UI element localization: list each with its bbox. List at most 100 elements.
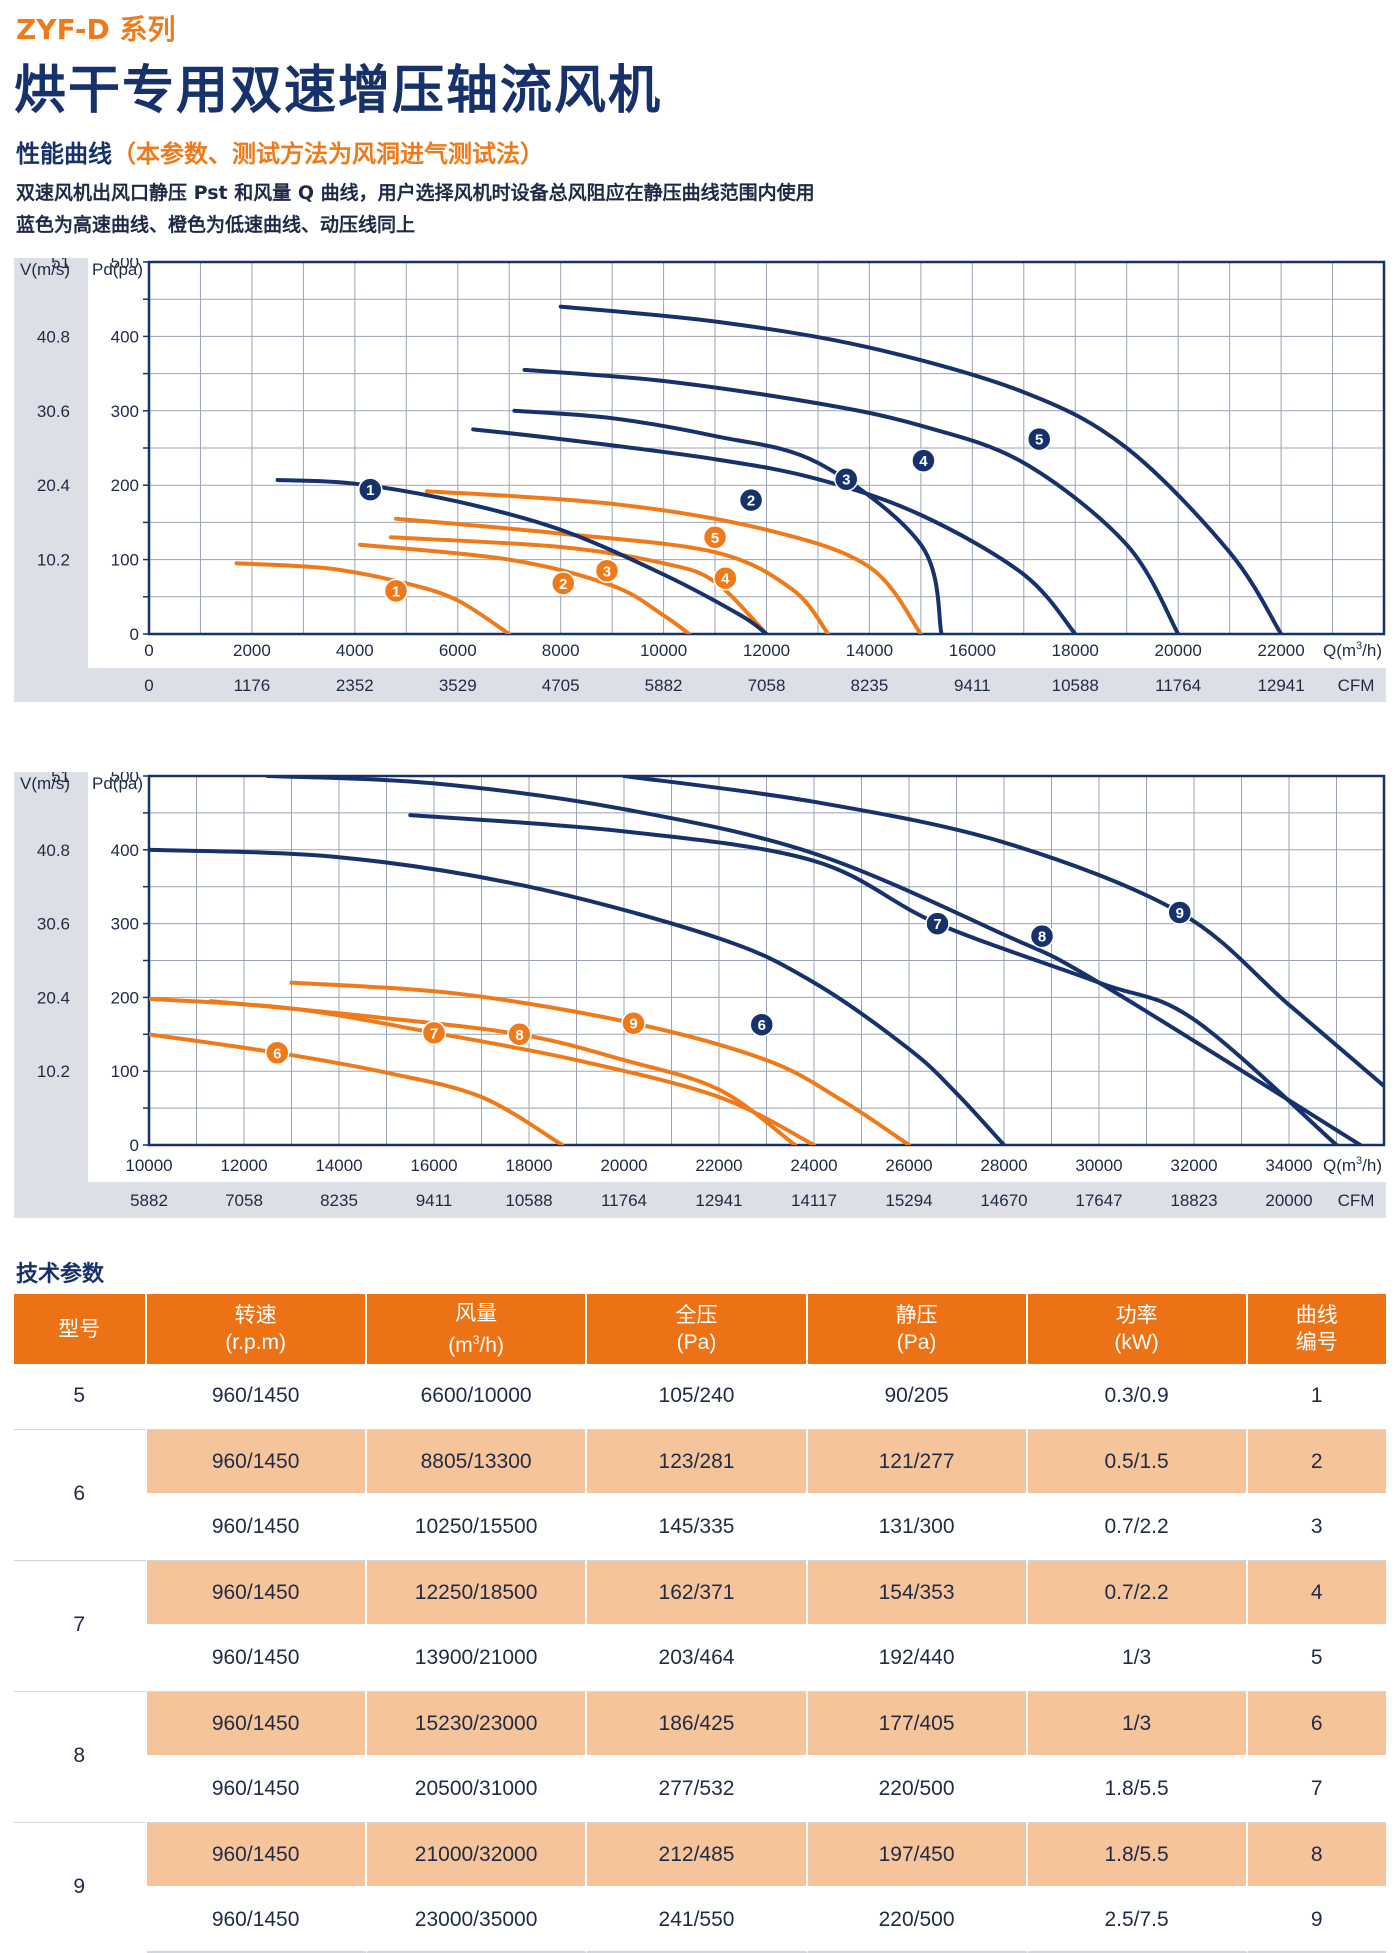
- column-header-text: 型号: [58, 1317, 101, 1341]
- curve-number-label: 4: [721, 571, 730, 588]
- cfm-tick-label: 4705: [542, 676, 580, 695]
- cfm-tick-label: 5882: [130, 1191, 168, 1210]
- v-tick-label: 20.4: [37, 476, 70, 495]
- column-header-text: (kW): [1114, 1331, 1159, 1354]
- table-cell: 1/3: [1027, 1691, 1248, 1757]
- cfm-tick-label: 12941: [1257, 676, 1304, 695]
- curve-low-2: [358, 542, 692, 634]
- cfm-tick-label: 11764: [601, 1191, 647, 1210]
- table-cell: 197/450: [807, 1822, 1028, 1888]
- table-cell: 121/277: [807, 1429, 1028, 1495]
- cfm-tick-label: 20000: [1265, 1191, 1312, 1210]
- curve-marker-low-1: [383, 578, 409, 604]
- cfm-tick-label: 8235: [320, 1191, 358, 1210]
- curve-marker-high-5: [1026, 426, 1052, 452]
- table-cell: 192/440: [807, 1626, 1028, 1691]
- curve-number-label: 9: [1176, 905, 1184, 922]
- curve-number-label: 5: [711, 530, 719, 547]
- v-tick-label: 51: [51, 258, 70, 272]
- series-tag: ZYF-D 系列: [16, 13, 176, 46]
- curve-marker-low-5: [702, 525, 728, 550]
- column-header-text: 转速: [234, 1304, 277, 1327]
- column-header-text: 静压: [895, 1304, 938, 1327]
- cfm-tick-label: 9411: [416, 1191, 453, 1210]
- pd-tick-label: 500: [111, 258, 139, 272]
- cfm-tick-label: 14670: [980, 1191, 1027, 1210]
- table-cell: 123/281: [587, 1429, 808, 1495]
- column-header: 功率 (kW): [1027, 1294, 1248, 1364]
- table-cell: 2.5/7.5: [1027, 1888, 1248, 1953]
- table-cell: 6: [1247, 1691, 1386, 1757]
- performance-note: （本参数、测试方法为风洞进气测试法）: [112, 140, 544, 168]
- table-cell: 12250/18500: [366, 1560, 588, 1626]
- table-cell: 960/1450: [146, 1757, 367, 1822]
- cfm-tick-label: 18823: [1170, 1191, 1217, 1210]
- table-cell: 1.8/5.5: [1027, 1822, 1248, 1888]
- pd-axis-title: Pd(pa): [92, 774, 143, 793]
- grid: [143, 775, 1384, 1146]
- curve-number-label: 8: [515, 1027, 523, 1044]
- table-cell: 1/3: [1027, 1626, 1248, 1691]
- x-tick-label: 18000: [1052, 641, 1099, 660]
- cfm-unit-label: CFM: [1338, 1191, 1375, 1210]
- table-row: 8 960/1450 15230/23000 186/425 177/405 1/3 6: [14, 1691, 1386, 1822]
- table-cell: 0.7/2.2: [1027, 1495, 1248, 1560]
- curve-high-5: [558, 304, 1284, 634]
- model-cell: 7: [14, 1560, 147, 1691]
- x-tick-label: 8000: [542, 641, 580, 660]
- description-line-2: 蓝色为高速曲线、橙色为低速曲线、动压线同上: [16, 214, 416, 236]
- table-cell: 90/205: [807, 1364, 1028, 1429]
- v-tick-label: 10.2: [37, 1062, 70, 1081]
- curve-marker-high-8: [1029, 923, 1055, 949]
- table-cell: 13900/21000: [366, 1626, 588, 1691]
- x-tick-label: 28000: [980, 1156, 1027, 1175]
- table-cell: 177/405: [807, 1691, 1028, 1757]
- v-tick-label: 10.2: [37, 551, 70, 570]
- axis-band-left: [14, 772, 88, 1218]
- curve-marker-low-8: [507, 1022, 532, 1047]
- x-tick-label: 6000: [439, 641, 477, 660]
- curve-high-6: [149, 847, 1006, 1145]
- curve-high-1: [275, 478, 769, 634]
- curve-marker-low-9: [621, 1010, 646, 1036]
- table-cell: 960/1450: [146, 1560, 367, 1626]
- curve-number-label: 7: [933, 916, 941, 933]
- cfm-tick-label: 10588: [505, 1191, 552, 1210]
- model-cell: 8: [14, 1691, 147, 1822]
- curve-low-5: [424, 489, 923, 634]
- table-cell: 162/371: [587, 1560, 808, 1626]
- table-cell: 1: [1247, 1364, 1386, 1429]
- model-cell: 5: [14, 1364, 147, 1429]
- curve-marker-low-4: [713, 565, 738, 591]
- table-cell: 8: [1247, 1822, 1386, 1888]
- x-tick-label: 0: [144, 641, 153, 660]
- column-header-text: 编号: [1295, 1331, 1338, 1354]
- table-cell: 277/532: [587, 1757, 808, 1822]
- table-cell: 15230/23000: [366, 1691, 588, 1757]
- table-row: 960/1450 13900/21000 203/464 192/440 1/3 5: [14, 1626, 1386, 1691]
- table-cell: 960/1450: [146, 1429, 367, 1495]
- cfm-tick-label: 7058: [225, 1191, 263, 1210]
- cfm-band: [14, 1182, 1386, 1218]
- curve-high-7: [408, 813, 1339, 1145]
- cfm-tick-label: 2352: [336, 676, 374, 695]
- curve-number-label: 5: [1035, 432, 1043, 449]
- column-header: 风量 (m3/h): [366, 1294, 588, 1364]
- x-tick-label: 20000: [600, 1156, 647, 1175]
- x-tick-label: 32000: [1170, 1156, 1217, 1175]
- curve-high-2: [512, 408, 944, 634]
- table-cell: 220/500: [807, 1888, 1028, 1953]
- x-tick-label: 2000: [233, 641, 271, 660]
- table-cell: 203/464: [587, 1626, 808, 1691]
- curve-number-label: 7: [430, 1025, 438, 1042]
- curve-number-label: 8: [1038, 929, 1046, 946]
- table-cell: 1.8/5.5: [1027, 1757, 1248, 1822]
- axis-band-left: [14, 258, 88, 702]
- table-cell: 6600/10000: [366, 1364, 588, 1429]
- model-cell: 9: [14, 1822, 147, 1953]
- table-cell: 960/1450: [146, 1626, 367, 1691]
- table-cell: 145/335: [587, 1495, 808, 1560]
- v-tick-label: 30.6: [37, 915, 70, 934]
- curve-marker-low-3: [594, 558, 620, 584]
- column-header-text: 风量: [455, 1301, 498, 1325]
